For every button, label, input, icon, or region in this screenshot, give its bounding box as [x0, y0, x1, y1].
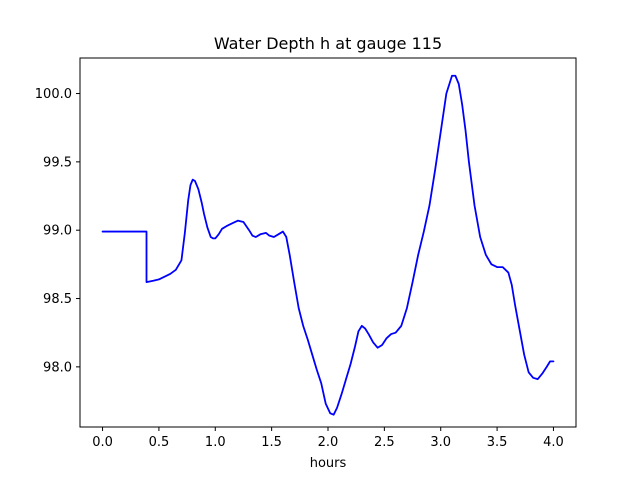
series-line-water-depth — [101, 74, 555, 416]
x-tick-label: 4.0 — [543, 435, 564, 450]
x-tick-label: 1.0 — [205, 435, 226, 450]
y-tick-label: 99.5 — [43, 155, 72, 170]
x-tick-label: 3.5 — [487, 435, 508, 450]
x-tick-label: 1.5 — [261, 435, 282, 450]
x-tick-label: 2.0 — [318, 435, 339, 450]
y-tick-label: 98.0 — [43, 360, 72, 375]
y-tick-label: 100.0 — [35, 87, 72, 102]
y-tick-label: 99.0 — [43, 224, 72, 239]
x-tick-label: 0.5 — [149, 435, 170, 450]
plot-frame — [79, 57, 577, 428]
x-axis-label: hours — [310, 456, 347, 471]
x-axis-ticks: 0.0 0.5 1.0 1.5 2.0 2.5 3.0 3.5 4.0 — [92, 427, 564, 450]
x-tick-label: 0.0 — [92, 435, 113, 450]
chart-title: Water Depth h at gauge 115 — [214, 34, 442, 53]
y-axis-ticks: 98.0 98.5 99.0 99.5 100.0 — [35, 87, 80, 375]
y-tick-label: 98.5 — [43, 292, 72, 307]
x-tick-label: 3.0 — [430, 435, 451, 450]
x-tick-label: 2.5 — [374, 435, 395, 450]
